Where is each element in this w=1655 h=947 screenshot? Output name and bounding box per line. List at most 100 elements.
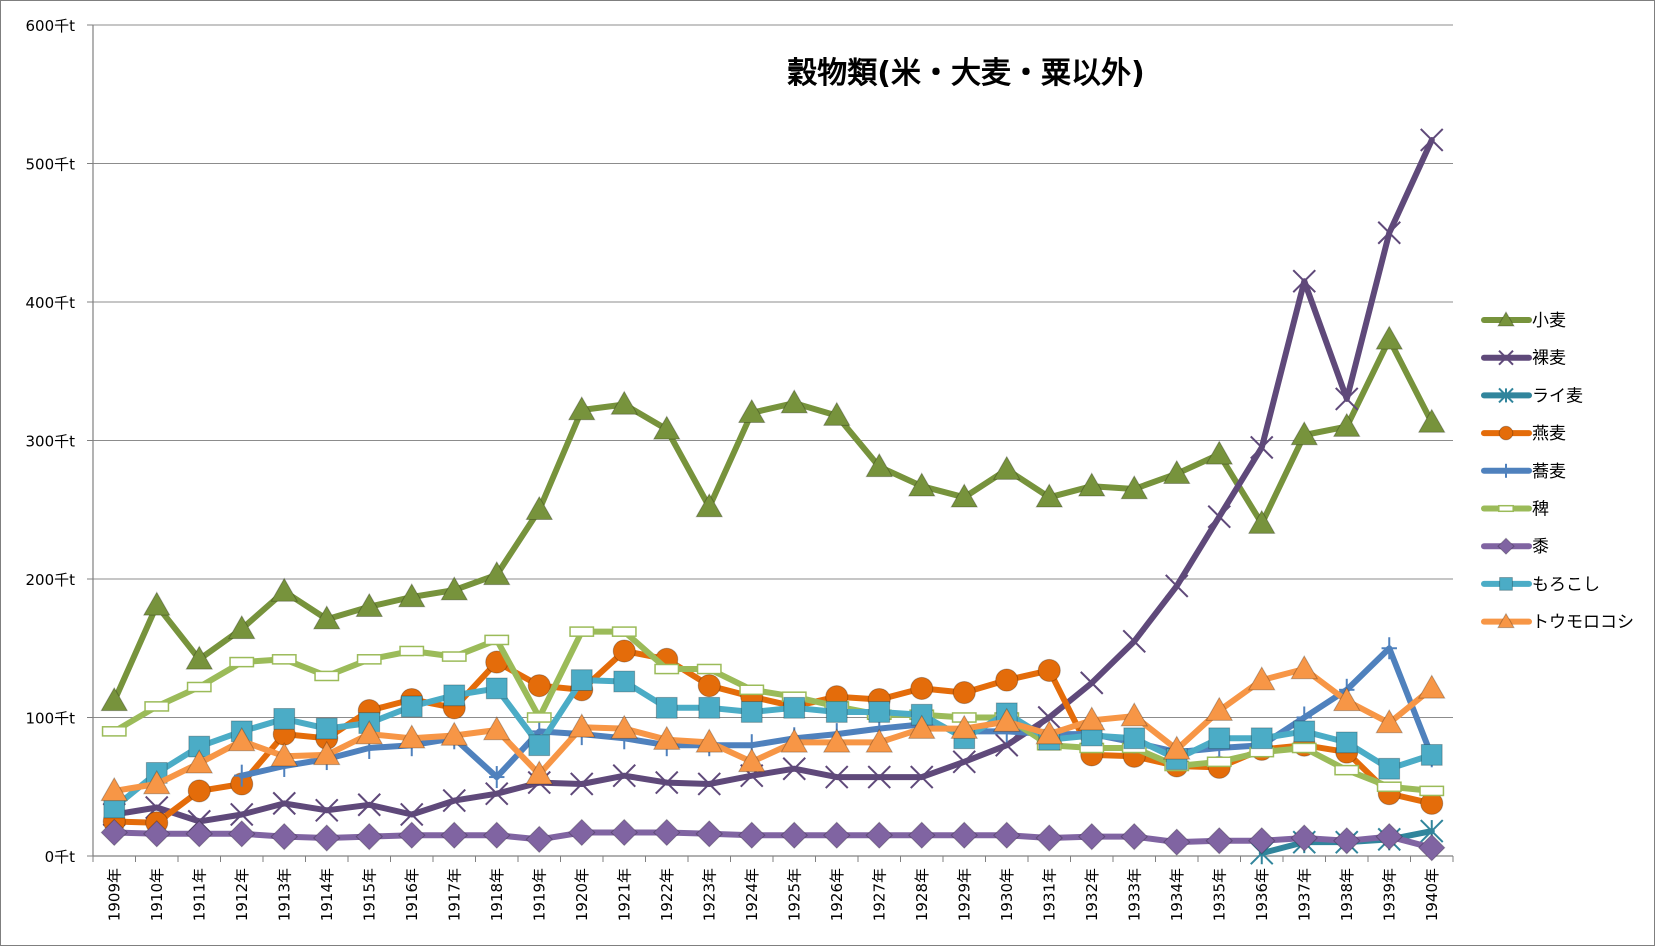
data-point-marker [489, 766, 505, 789]
data-point-marker [1035, 824, 1063, 852]
data-point-marker [780, 389, 809, 414]
x-tick-label: 1938年 [1338, 868, 1356, 921]
data-point-marker [1419, 785, 1445, 797]
data-point-marker [185, 749, 214, 774]
data-point-marker [696, 663, 722, 675]
data-point-marker [910, 765, 934, 789]
data-point-marker [143, 820, 171, 848]
data-point-marker [1250, 727, 1273, 750]
x-tick-label: 1936年 [1253, 868, 1271, 921]
data-point-marker [1162, 735, 1191, 760]
data-point-marker [142, 769, 171, 795]
data-point-marker [229, 656, 255, 668]
data-point-marker [612, 639, 636, 663]
x-tick-label: 1928年 [913, 868, 931, 921]
data-point-marker [950, 714, 979, 739]
data-point-marker [355, 720, 384, 745]
y-tick-label: 100千t [25, 710, 75, 728]
legend-label: 黍 [1532, 537, 1549, 557]
legend-label: ライ麦 [1532, 386, 1583, 406]
data-point-marker [440, 721, 469, 746]
data-point-marker [823, 821, 851, 849]
data-point-marker [992, 455, 1021, 480]
marker-stroke [1165, 574, 1189, 598]
marker-stroke [825, 765, 849, 789]
legend-item: 裸麦 [1481, 349, 1566, 369]
data-point-marker [655, 770, 679, 795]
x-tick-label: 1927年 [870, 868, 888, 921]
data-point-marker [695, 820, 723, 848]
marker-stroke [442, 788, 466, 813]
x-tick-label: 1931年 [1040, 868, 1058, 921]
data-point-marker [397, 724, 426, 749]
x-tick-label: 1925年 [785, 868, 803, 921]
data-point-marker [357, 793, 381, 817]
data-point-marker [1420, 128, 1444, 152]
data-point-marker [613, 670, 636, 693]
data-point-marker [485, 781, 509, 806]
data-point-marker [482, 560, 511, 586]
x-tick-label: 1916年 [403, 868, 421, 921]
data-point-marker [822, 728, 851, 753]
data-point-marker [780, 728, 809, 753]
data-point-marker [227, 727, 256, 752]
data-point-marker [610, 818, 638, 847]
x-tick-label: 1918年 [488, 868, 506, 921]
data-point-marker [1208, 727, 1231, 750]
data-point-marker [1162, 459, 1191, 484]
data-point-marker [952, 750, 976, 774]
x-tick-label: 1915年 [360, 868, 378, 921]
data-point-marker [653, 818, 681, 847]
data-point-marker [611, 626, 637, 637]
x-tick-label: 1940年 [1423, 868, 1441, 921]
legend-item: もろこし [1481, 575, 1600, 595]
marker-stroke [315, 798, 339, 823]
data-point-marker [740, 701, 763, 723]
data-point-marker [528, 734, 551, 757]
series-layer [100, 128, 1446, 865]
series-稗 [101, 626, 1445, 797]
data-point-marker [400, 802, 424, 827]
data-point-marker [1499, 577, 1513, 591]
data-point-marker [610, 714, 639, 739]
data-point-marker [1335, 731, 1358, 754]
data-point-marker [356, 654, 382, 665]
data-point-marker [825, 765, 849, 789]
data-point-marker [1378, 757, 1401, 780]
data-point-marker [1498, 425, 1514, 441]
x-tick-label: 1917年 [445, 868, 463, 921]
data-point-marker [227, 614, 256, 640]
data-point-marker [273, 707, 296, 730]
data-point-marker [952, 681, 976, 705]
data-point-marker [910, 676, 934, 700]
data-point-marker [567, 396, 596, 421]
x-tick-label: 1926年 [828, 868, 846, 921]
data-point-marker [865, 728, 894, 753]
data-point-marker [230, 802, 254, 827]
data-point-marker [1292, 269, 1316, 293]
data-point-marker [1037, 705, 1061, 730]
data-point-marker [610, 390, 639, 415]
data-point-marker [1418, 833, 1446, 862]
data-point-marker [867, 765, 891, 789]
data-point-marker [100, 686, 129, 712]
data-point-marker [1163, 828, 1191, 856]
data-point-marker [570, 669, 593, 692]
data-point-marker [865, 821, 893, 849]
data-point-marker [737, 747, 766, 773]
data-point-marker [1120, 474, 1149, 500]
marker-stroke [655, 770, 679, 795]
marker-stroke [1080, 671, 1104, 695]
series-裸麦 [102, 128, 1444, 834]
y-tick-label: 300千t [25, 433, 75, 451]
data-point-marker [1420, 743, 1443, 766]
data-point-marker [185, 820, 213, 848]
x-tick-label: 1914年 [318, 868, 336, 921]
data-point-marker [1381, 637, 1397, 660]
data-point-marker [1497, 310, 1515, 327]
data-point-marker [1501, 463, 1511, 478]
series-line [111, 336, 1435, 704]
data-point-marker [569, 626, 595, 637]
marker-stroke [995, 733, 1019, 757]
data-point-marker [525, 760, 554, 785]
